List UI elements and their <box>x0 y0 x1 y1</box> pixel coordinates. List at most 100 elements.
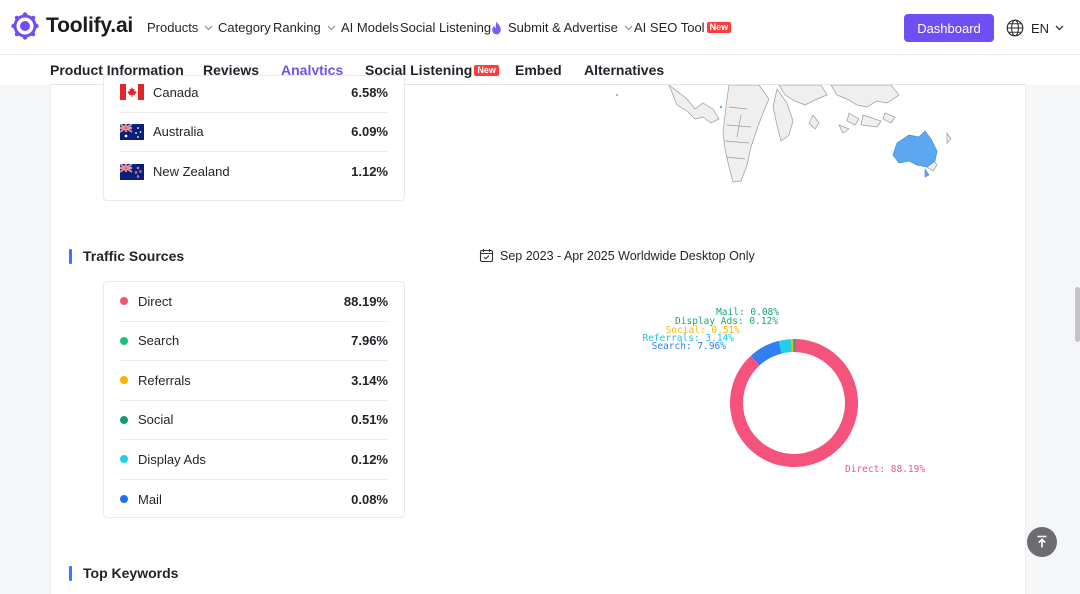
calendar-check-icon <box>479 249 494 263</box>
list-item: Canada 6.58% <box>120 73 388 113</box>
tab-label: Reviews <box>203 62 260 78</box>
section-accent-bar <box>69 565 72 581</box>
list-item: Direct 88.19% <box>120 282 388 322</box>
nav-ai-models[interactable]: AI Models <box>341 20 399 35</box>
country-share: 1.12% <box>351 164 388 180</box>
source-name: Social <box>138 412 174 428</box>
australia-highlight <box>892 130 938 168</box>
legend-dot <box>120 495 128 504</box>
donut-slice-direct <box>730 339 858 467</box>
nav-submit-advertise-label: Submit & Advertise <box>508 20 618 35</box>
tabs-divider <box>50 84 1026 85</box>
donut-label-direct: Direct: 88.19% <box>845 464 925 475</box>
country-share: 6.09% <box>351 124 388 140</box>
nav-category[interactable]: Category <box>218 20 271 35</box>
nav-ai-seo-tool-label: AI SEO Tool <box>634 20 705 35</box>
nav-social-listening[interactable]: Social Listening <box>400 20 491 35</box>
logo-text: Toolify.ai <box>46 14 134 37</box>
source-name: Search <box>138 333 180 349</box>
nav-submit-advertise[interactable]: Submit & Advertise <box>491 20 633 35</box>
country-name: Australia <box>153 124 204 140</box>
new-badge: New <box>474 64 499 76</box>
chevron-down-icon <box>204 25 213 30</box>
dashboard-button[interactable]: Dashboard <box>904 14 994 42</box>
list-item: Australia 6.09% <box>120 113 388 152</box>
legend-dot <box>120 336 128 345</box>
language-selector[interactable]: EN <box>1006 19 1064 37</box>
list-item: Referrals 3.14% <box>120 361 388 401</box>
globe-icon <box>1006 19 1024 37</box>
nav-ranking[interactable]: Ranking <box>273 20 336 35</box>
tab-reviews[interactable]: Reviews <box>203 62 259 78</box>
section-title-text: Traffic Sources <box>83 248 185 264</box>
chevron-down-icon <box>1055 25 1064 31</box>
legend-dot <box>120 376 128 385</box>
canada-flag-icon <box>120 84 144 101</box>
country-share: 6.58% <box>351 84 388 100</box>
tab-label: Product Information <box>50 62 184 78</box>
source-share: 7.96% <box>351 333 388 349</box>
donut-label-display-ads: Display Ads: 0.12% <box>675 316 778 327</box>
legend-dot <box>120 415 128 424</box>
country-name: New Zealand <box>153 164 230 180</box>
source-name: Mail <box>138 491 162 507</box>
legend-dot <box>120 455 128 464</box>
source-share: 88.19% <box>343 293 388 309</box>
new-zealand-flag-icon <box>120 163 144 180</box>
donut-slice-mail <box>793 339 795 353</box>
tab-analytics[interactable]: Analytics <box>281 62 343 78</box>
source-name: Referrals <box>138 372 191 388</box>
scroll-to-top-button[interactable] <box>1027 527 1057 557</box>
section-title-text: Top Keywords <box>83 565 179 581</box>
flame-icon <box>492 21 501 34</box>
source-share: 0.08% <box>351 491 388 507</box>
scrollbar-thumb[interactable] <box>1075 287 1080 342</box>
chevron-down-icon <box>624 25 633 30</box>
donut-slice-referrals <box>778 339 792 354</box>
nav-category-label: Category <box>218 20 271 35</box>
world-map <box>616 85 952 183</box>
nav-ranking-label: Ranking <box>273 20 321 35</box>
date-range-text: Sep 2023 - Apr 2025 Worldwide Desktop On… <box>500 248 755 263</box>
source-name: Direct <box>138 293 172 309</box>
list-item: Social 0.51% <box>120 401 388 440</box>
nav-ai-seo-tool[interactable]: AI SEO Tool New <box>634 20 732 35</box>
tab-label: Social Listening <box>365 62 473 78</box>
product-tabs: Product Information Reviews Analytics So… <box>0 55 1080 85</box>
donut-slice-social <box>791 339 794 353</box>
list-item: Display Ads 0.12% <box>120 440 388 480</box>
new-badge: New <box>706 22 732 33</box>
legend-dot <box>120 297 128 306</box>
language-label: EN <box>1031 20 1050 36</box>
chevron-down-icon <box>327 25 336 30</box>
donut-label-social: Social: 0.51% <box>666 325 741 336</box>
australia-flag-icon <box>120 123 144 140</box>
tab-social-listening[interactable]: Social Listening New <box>365 62 499 78</box>
tab-label: Analytics <box>281 62 344 78</box>
logo[interactable]: Toolify.ai <box>11 11 133 41</box>
donut-label-referrals: Referrals: 3.14% <box>642 333 734 344</box>
analytics-content: Canada 6.58% Australia 6.09% <box>50 75 1026 594</box>
section-accent-bar <box>69 248 72 264</box>
donut-slice-search <box>750 340 782 366</box>
donut-label-search: Search: 7.96% <box>652 341 727 352</box>
nav-products[interactable]: Products <box>147 20 213 35</box>
traffic-sources-list: Direct 88.19% Search 7.96% Referrals 3.1… <box>103 281 405 518</box>
donut-label-mail: Mail: 0.08% <box>716 307 779 318</box>
list-item: New Zealand 1.12% <box>120 152 388 192</box>
source-share: 3.14% <box>351 372 388 388</box>
tab-product-information[interactable]: Product Information <box>50 62 184 78</box>
tab-label: Alternatives <box>584 62 665 78</box>
country-share-list: Canada 6.58% Australia 6.09% <box>103 75 405 201</box>
nav-social-listening-label: Social Listening <box>400 20 492 35</box>
list-item: Mail 0.08% <box>120 480 388 520</box>
source-share: 0.51% <box>351 412 388 428</box>
source-share: 0.12% <box>351 451 388 467</box>
country-name: Canada <box>153 84 199 100</box>
toolify-logo-icon <box>11 12 39 40</box>
date-range: Sep 2023 - Apr 2025 Worldwide Desktop On… <box>479 248 755 263</box>
tab-label: Embed <box>515 62 562 78</box>
tab-embed[interactable]: Embed <box>515 62 562 78</box>
source-name: Display Ads <box>138 451 206 467</box>
tab-alternatives[interactable]: Alternatives <box>584 62 664 78</box>
